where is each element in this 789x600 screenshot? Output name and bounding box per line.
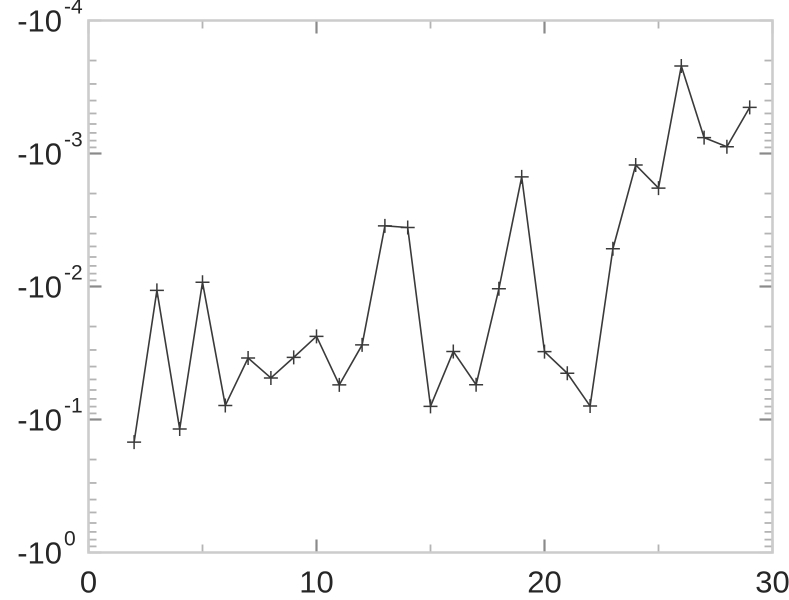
x-axis-tick-labels: 0 10 20 30 <box>80 565 789 600</box>
x-axis-tick-label: 30 <box>755 565 789 600</box>
data-line <box>133 65 751 443</box>
y-axis-tick-label: -10 <box>17 137 62 172</box>
y-axis-major-ticks <box>88 19 773 554</box>
y-axis-tick-label: -10 <box>17 4 62 39</box>
x-axis-major-ticks <box>87 20 774 553</box>
y-axis-tick-exponent: -1 <box>64 395 83 418</box>
x-axis-tick-label: 20 <box>527 565 561 600</box>
y-axis-tick-label: -10 <box>17 270 62 305</box>
x-axis-minor-ticks <box>201 20 660 553</box>
y-axis-tick-exponent: -2 <box>64 262 83 285</box>
y-axis-tick-exponent: 0 <box>64 528 76 551</box>
y-axis-minor-ticks <box>88 59 773 548</box>
data-markers <box>127 59 757 450</box>
y-axis-tick-exponent: -4 <box>64 0 83 19</box>
x-axis-tick-label: 10 <box>299 565 333 600</box>
y-axis-tick-label: -10 <box>17 403 62 438</box>
y-axis-tick-labels: -10 0-10 -1-10 -2-10 -3-10 -4 <box>17 0 83 571</box>
plot-frame <box>87 19 774 554</box>
x-axis-tick-label: 0 <box>80 565 97 600</box>
y-axis-tick-label: -10 <box>17 536 62 571</box>
y-axis-tick-exponent: -3 <box>64 129 83 152</box>
